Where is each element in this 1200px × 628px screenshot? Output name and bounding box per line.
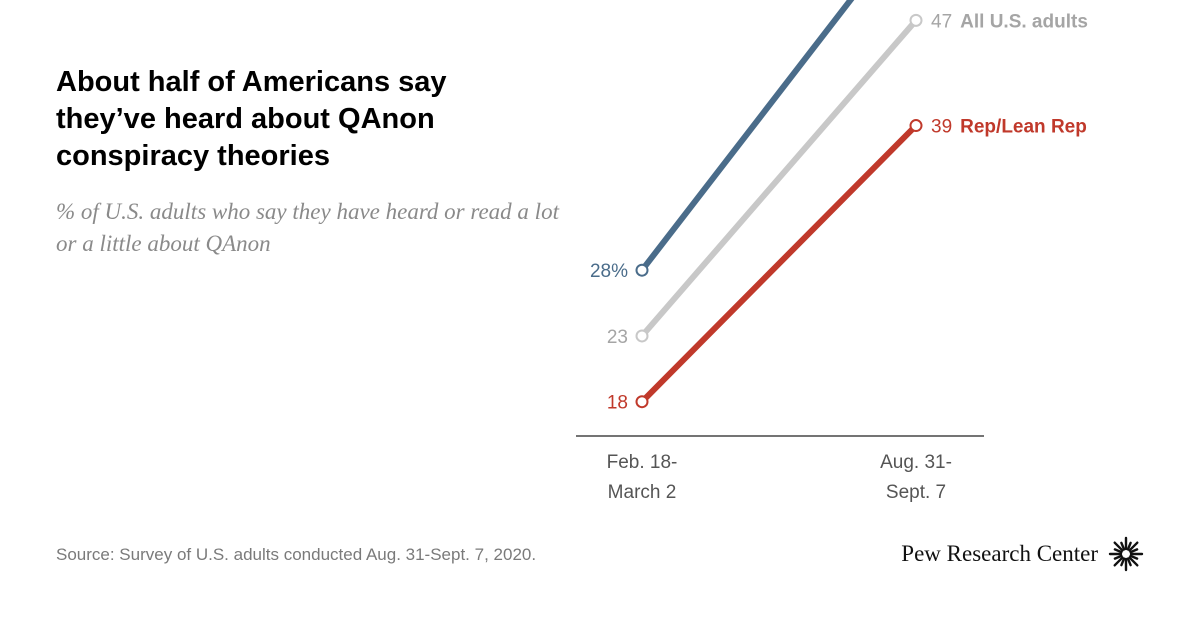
- pew-sunburst-icon: [1108, 536, 1144, 572]
- x-tick-label-1: Aug. 31- Sept. 7: [880, 452, 952, 503]
- x-tick-label-0-line-1: Feb. 18-: [607, 452, 678, 473]
- series-1: 23 47 All U.S. adults: [607, 11, 1088, 348]
- source-note: Source: Survey of U.S. adults conducted …: [56, 545, 537, 564]
- data-point-2-0: [635, 395, 649, 409]
- data-label-start-1: 23: [607, 327, 628, 348]
- data-label-end-value-1: 47: [931, 11, 952, 32]
- series-line-2: [639, 122, 919, 405]
- x-tick-label-1-line-2: Sept. 7: [886, 482, 946, 503]
- data-point-1-0: [635, 329, 649, 343]
- data-label-end-value-2: 39: [931, 117, 952, 138]
- chart-title: About half of Americans say they’ve hear…: [56, 66, 447, 172]
- brand: Pew Research Center: [901, 536, 1144, 572]
- data-label-start-0: 28%: [590, 261, 628, 282]
- series-name-label-1: All U.S. adults: [960, 11, 1088, 32]
- series-line-1: [639, 17, 919, 339]
- series-0: 28%55%Dem/Lean Dem: [590, 0, 855, 282]
- series-2: 18 39 Rep/Lean Rep: [607, 117, 1087, 414]
- series-line-0: [639, 0, 855, 274]
- brand-name: Pew Research Center: [901, 541, 1098, 566]
- x-tick-label-1-line-1: Aug. 31-: [880, 452, 952, 473]
- data-label-end-1: 47 All U.S. adults: [931, 11, 1088, 32]
- data-label-start-2: 18: [607, 393, 628, 414]
- x-tick-label-0: Feb. 18- March 2: [607, 452, 678, 503]
- series-layer: 28%55%Dem/Lean Dem 23 47 All U.S. adults 18 3…: [590, 0, 1088, 414]
- x-tick-label-0-line-2: March 2: [608, 482, 677, 503]
- data-label-end-2: 39 Rep/Lean Rep: [931, 117, 1087, 138]
- chart-subtitle: % of U.S. adults who say they have heard…: [56, 199, 559, 256]
- data-point-2-1: [909, 119, 923, 133]
- data-point-1-1: [909, 13, 923, 27]
- data-point-0-0: [635, 263, 649, 277]
- series-name-label-2: Rep/Lean Rep: [960, 117, 1087, 138]
